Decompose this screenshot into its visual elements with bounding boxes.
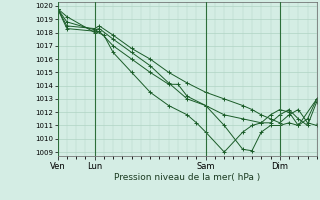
X-axis label: Pression niveau de la mer( hPa ): Pression niveau de la mer( hPa ) bbox=[114, 173, 260, 182]
